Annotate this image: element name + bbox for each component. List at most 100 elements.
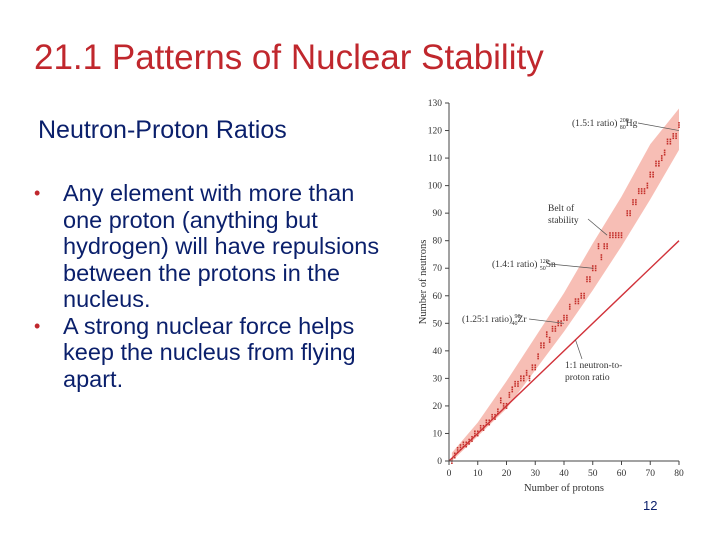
nuclide-point: [591, 265, 594, 267]
nuclide-point: [491, 413, 493, 416]
nuclide-point: [606, 243, 608, 245]
nuclide-point: [551, 325, 554, 328]
nuclide-point: [666, 142, 669, 145]
nuclide-point: [640, 188, 643, 190]
nuclide-point: [666, 140, 669, 143]
nuclide-point: [675, 135, 677, 137]
nuclide-point: [497, 410, 499, 413]
nuclide-point: [476, 434, 479, 437]
nuclide-point: [517, 383, 519, 385]
nuclide-point: [554, 325, 557, 328]
nuclide-point: [583, 294, 585, 297]
bullet-marker-icon: •: [34, 183, 41, 203]
nuclide-point: [551, 328, 554, 330]
nuclide-point: [560, 322, 562, 325]
nuclide-point: [635, 203, 637, 206]
nuclide-point: [540, 344, 542, 347]
nuclide-point: [566, 317, 568, 319]
bullet-item: • A strong nuclear force helps keep the …: [30, 313, 390, 393]
bullet-marker-icon: •: [34, 315, 41, 336]
nuclide-point: [459, 448, 462, 451]
belt-of-stability-band: [451, 108, 679, 461]
y-tick-label: 40: [433, 347, 443, 357]
nuclide-point: [545, 335, 548, 338]
nuclide-point: [520, 377, 522, 380]
nuclide-point: [525, 372, 528, 374]
nuclide-point: [554, 330, 557, 332]
nuclide-point: [528, 379, 531, 382]
nuclide-point: [629, 214, 631, 217]
ratio-label-line2: proton ratio: [565, 373, 610, 383]
nuclide-point: [502, 402, 505, 405]
nuclide-point: [583, 297, 585, 299]
nuclide-point: [577, 302, 580, 305]
nuclide-point: [514, 380, 516, 383]
nuclide-point: [485, 423, 488, 426]
y-tick-label: 10: [433, 429, 443, 439]
nuclide-point: [626, 214, 629, 217]
nuclide-point: [574, 302, 577, 305]
nuclide-point: [568, 303, 571, 306]
y-tick-label: 20: [433, 402, 443, 412]
y-tick-label: 60: [433, 292, 443, 302]
nuclide-point: [580, 292, 583, 295]
nuclide-point: [456, 449, 459, 451]
nuclide-point: [520, 379, 522, 382]
nuclide-point: [678, 124, 680, 126]
nuclide-point: [548, 336, 551, 339]
nuclide-point: [545, 331, 548, 333]
nuclide-point: [499, 399, 502, 402]
nuclide-point: [586, 276, 588, 278]
nuclide-point: [603, 245, 606, 247]
nuclide-point: [597, 243, 600, 245]
nuclide-point: [586, 278, 588, 281]
nuclide-point: [669, 138, 672, 141]
x-tick-label: 60: [617, 469, 627, 479]
nuclide-point: [543, 344, 545, 347]
belt-label-leader-line: [587, 218, 608, 236]
nuclide-point: [637, 190, 640, 192]
nuclide-point: [655, 164, 657, 167]
nuclide-point: [629, 210, 631, 212]
nuclide-point: [663, 149, 666, 152]
nuclide-point: [655, 160, 657, 163]
nuclide-point: [652, 176, 654, 178]
nuclide-point: [465, 441, 468, 444]
nuclide-point: [456, 446, 459, 449]
nuclide-point: [451, 462, 453, 464]
nuclide-point: [675, 137, 677, 140]
nuclide-point: [646, 184, 649, 187]
nuclide-point: [566, 314, 568, 317]
nuclide-point: [589, 278, 591, 281]
nuclide-point: [635, 199, 637, 201]
nuclide-point: [612, 232, 614, 234]
nuclide-point: [660, 155, 663, 157]
y-tick-label: 90: [433, 209, 443, 219]
nuclide-point: [497, 412, 499, 415]
nuclide-point: [502, 405, 505, 407]
nuclide-point: [563, 317, 565, 319]
y-tick-label: 110: [428, 154, 442, 164]
nuclide-point: [453, 452, 456, 455]
nuclide-point: [580, 297, 583, 299]
nuclide-point: [669, 140, 672, 143]
nuclide-point: [531, 368, 534, 371]
nuclide-point: [617, 232, 620, 234]
nuclide-point: [462, 443, 465, 446]
nuclide-point: [637, 192, 640, 195]
nuclide-point: [528, 377, 531, 380]
nuclide-point: [537, 353, 539, 355]
ratio-label-leader-line: [575, 339, 583, 360]
nuclide-point: [525, 369, 528, 372]
annotation-leader-line: [637, 122, 680, 131]
slide-title: 21.1 Patterns of Nuclear Stability: [34, 38, 544, 77]
bullet-text: Any element with more than one proton (a…: [63, 180, 380, 312]
nuclide-point: [568, 308, 571, 310]
neutron-proton-chart: 0 10 20 30 40 50 60 70 80 0 10 20 30 40 50 60 70 80 90 100 1…: [418, 99, 684, 494]
stable-nuclides-group: [451, 122, 680, 464]
nuclide-point: [632, 201, 634, 203]
nuclide-point: [672, 133, 675, 135]
nuclide-point: [537, 355, 539, 358]
nuclide-point: [534, 368, 537, 371]
nuclide-point: [499, 397, 502, 400]
